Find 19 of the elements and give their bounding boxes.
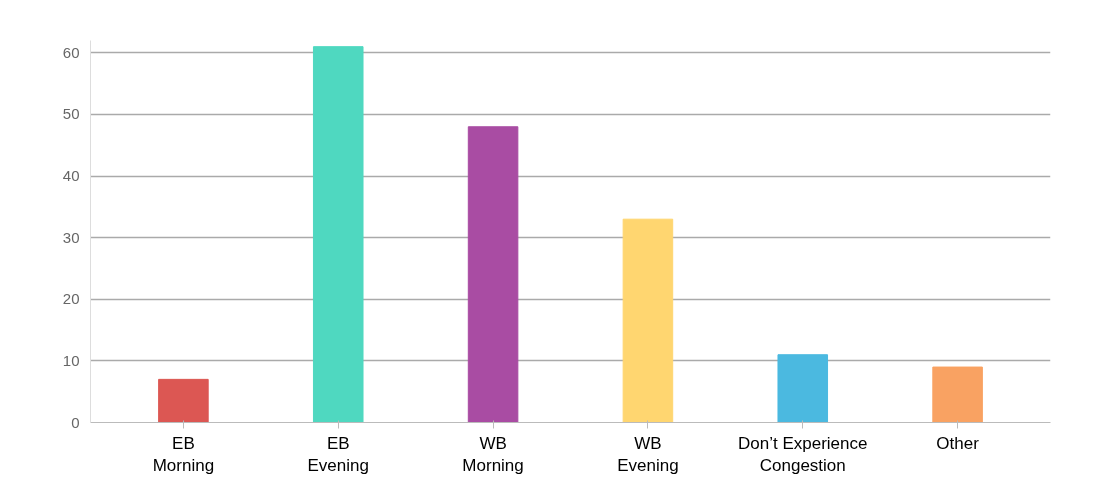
- y-tick-label: 40: [62, 167, 80, 185]
- x-tick-label: Don’t Experience Congestion: [738, 433, 868, 476]
- y-tick-label: 10: [62, 351, 80, 369]
- bar: [932, 366, 983, 423]
- y-tick-label: 30: [62, 228, 80, 246]
- x-tick-label: WB Evening: [617, 433, 679, 476]
- y-tick-label: 50: [62, 105, 80, 123]
- bar: [158, 378, 209, 423]
- bar: [777, 354, 829, 423]
- x-tick-label: Other: [936, 433, 980, 453]
- x-tick-label: WB Morning: [462, 433, 524, 476]
- y-tick-label: 0: [71, 413, 80, 431]
- bar: [312, 46, 364, 423]
- x-tick-label: EB Evening: [307, 433, 369, 476]
- bar: [467, 126, 519, 423]
- x-tick-label: EB Morning: [152, 433, 215, 476]
- y-tick-label: 60: [62, 43, 80, 61]
- y-tick-label: 20: [62, 290, 80, 308]
- bar: [622, 218, 674, 423]
